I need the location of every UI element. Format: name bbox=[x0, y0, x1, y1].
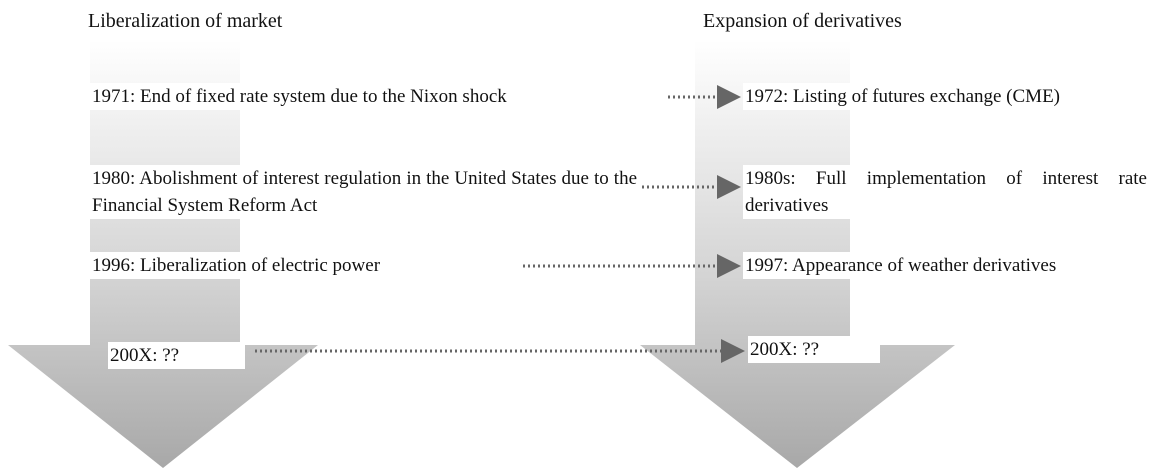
right-item: 200X: ?? bbox=[748, 336, 880, 363]
left-item: 200X: ?? bbox=[108, 342, 245, 369]
left-item: 1980: Abolishment of interest regulation… bbox=[90, 165, 639, 219]
column-title: Liberalization of market bbox=[88, 10, 283, 32]
right-item: 1997: Appearance of weather derivatives bbox=[743, 252, 1059, 279]
column-title: Expansion of derivatives bbox=[703, 10, 902, 32]
left-item: 1971: End of fixed rate system due to th… bbox=[90, 83, 509, 110]
right-item: 1980s: Full implementation of interest r… bbox=[743, 165, 1149, 219]
right-item: 1972: Listing of futures exchange (CME) bbox=[743, 83, 1063, 110]
left-item: 1996: Liberalization of electric power bbox=[90, 252, 494, 279]
